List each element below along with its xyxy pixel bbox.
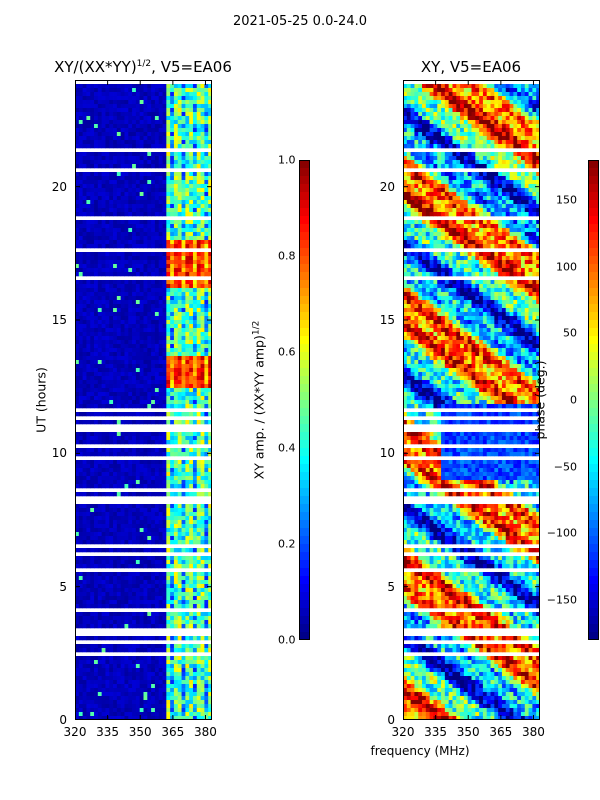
y-tick-label: 5 — [387, 579, 395, 594]
y-tick-label: 15 — [379, 313, 395, 327]
amplitude-colorbar — [299, 160, 310, 640]
y-tick-label: 5 — [59, 579, 67, 594]
phase-colorbar-label: phase (deg.) — [532, 360, 548, 440]
x-tick-label: 380 — [522, 725, 545, 739]
colorbar-tick-label: 0.0 — [278, 633, 296, 647]
amplitude-heatmap — [75, 80, 212, 720]
amplitude-colorbar-label: XY amp. / (XX*YY amp)1/2 — [251, 320, 267, 480]
x-tick-label: 350 — [128, 725, 152, 739]
colorbar-tick-label: −50 — [553, 460, 577, 474]
x-tick-label: 320 — [391, 725, 415, 739]
colorbar-tick-label: 50 — [563, 326, 577, 340]
panel2-title: XY, V5=EA06 — [420, 58, 522, 76]
y-tick-label: 15 — [51, 313, 67, 327]
y-tick-label: 10 — [51, 446, 67, 461]
colorbar-tick-label: 100 — [556, 260, 577, 274]
x-tick-label: 365 — [489, 725, 513, 739]
phase-colorbar — [588, 160, 599, 640]
colorbar-tick-label: 150 — [556, 193, 577, 207]
figure-suptitle: 2021-05-25 0.0-24.0 — [233, 14, 367, 29]
plot-frame — [403, 80, 540, 720]
x-tick-label: 365 — [161, 725, 185, 739]
x-tick-label: 335 — [424, 725, 448, 739]
colorbar-gradient — [299, 160, 310, 640]
x-axis-label: frequency (MHz) — [370, 744, 470, 758]
y-tick-label: 0 — [387, 713, 395, 727]
panel1-title: XY/(XX*YY)1/2, V5=EA06 — [54, 58, 232, 76]
colorbar-tick-label: −150 — [546, 593, 577, 607]
colorbar-tick-label: 1.0 — [278, 153, 296, 167]
x-tick-label: 320 — [63, 725, 87, 739]
colorbar-gradient — [588, 160, 599, 640]
x-tick-label: 380 — [194, 725, 217, 739]
heatmap-cells — [403, 84, 540, 720]
colorbar-tick-label: 0.8 — [278, 249, 296, 263]
x-tick-label: 335 — [96, 725, 120, 739]
colorbar-frame — [299, 160, 310, 640]
colorbar-tick-label: 0 — [570, 393, 577, 407]
x-tick-label: 350 — [456, 725, 480, 739]
y-tick-label: 0 — [59, 713, 67, 727]
y-tick-label: 20 — [379, 179, 395, 194]
colorbar-tick-label: −100 — [546, 526, 577, 540]
y-tick-label: 10 — [379, 446, 395, 461]
colorbar-tick-label: 0.2 — [278, 537, 296, 551]
y-tick-label: 20 — [51, 179, 67, 194]
phase-heatmap — [403, 80, 540, 720]
heatmap-cells — [75, 84, 212, 720]
plot-frame — [75, 80, 212, 720]
y-axis-label: UT (hours) — [33, 367, 49, 433]
colorbar-tick-label: 0.4 — [278, 441, 296, 455]
colorbar-frame — [588, 160, 599, 640]
colorbar-tick-label: 0.6 — [278, 345, 296, 359]
